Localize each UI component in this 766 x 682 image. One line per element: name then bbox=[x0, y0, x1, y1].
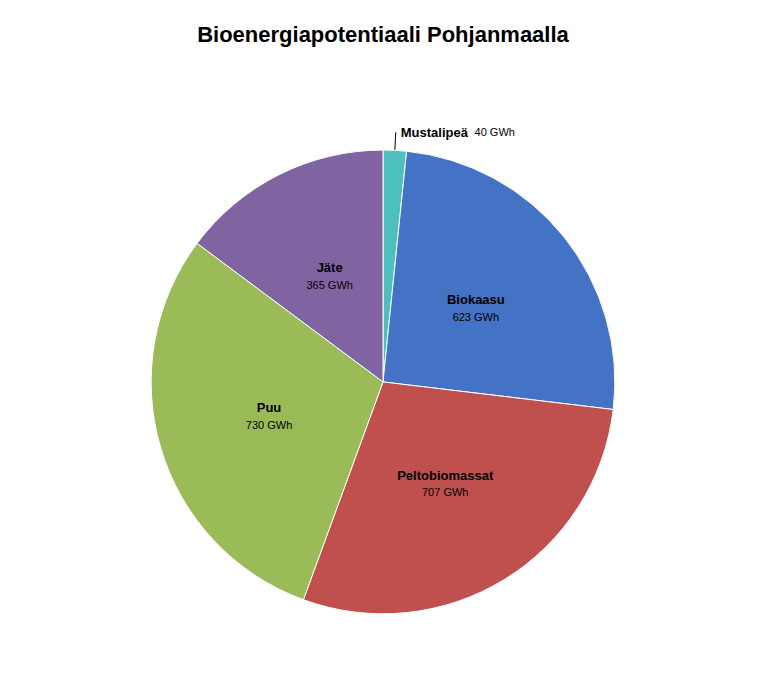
svg-text:Jäte: Jäte bbox=[317, 260, 343, 275]
svg-text:365 GWh: 365 GWh bbox=[306, 279, 352, 291]
svg-text:623 GWh: 623 GWh bbox=[453, 311, 499, 323]
svg-text:Bioenergiapotentiaali Pohjanma: Bioenergiapotentiaali Pohjanmaalla bbox=[197, 22, 569, 47]
svg-text:707 GWh: 707 GWh bbox=[422, 486, 468, 498]
svg-text:Peltobiomassat: Peltobiomassat bbox=[397, 468, 494, 483]
svg-text:Biokaasu: Biokaasu bbox=[447, 292, 505, 307]
svg-text:40 GWh: 40 GWh bbox=[475, 126, 515, 138]
svg-text:Puu: Puu bbox=[257, 400, 282, 415]
svg-text:Mustalipeä: Mustalipeä bbox=[401, 125, 469, 140]
svg-text:730 GWh: 730 GWh bbox=[246, 419, 292, 431]
